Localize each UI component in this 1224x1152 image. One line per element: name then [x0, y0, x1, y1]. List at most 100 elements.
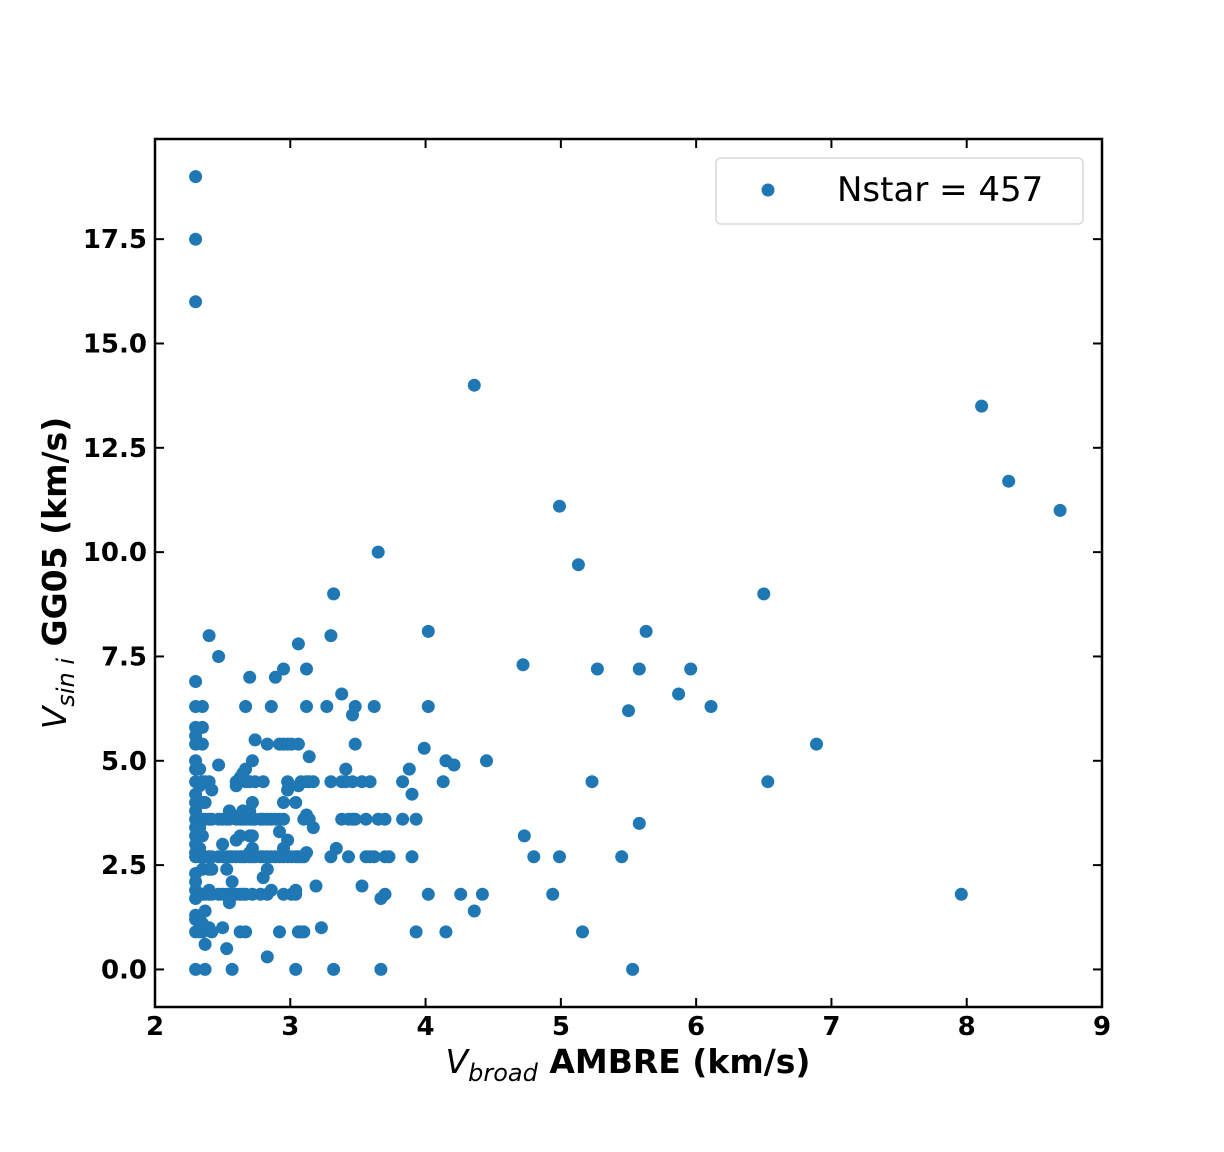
data-point: [396, 775, 410, 789]
data-point: [212, 758, 226, 772]
data-point: [1053, 503, 1067, 517]
data-point: [757, 587, 771, 601]
x-tick-label: 8: [958, 1012, 976, 1042]
data-point: [447, 758, 461, 772]
data-point: [205, 862, 219, 876]
data-point: [260, 737, 274, 751]
data-point: [378, 812, 392, 826]
data-point: [576, 925, 589, 939]
data-point: [439, 925, 453, 939]
y-axis-title: Vsin i GG05 (km/s): [35, 417, 80, 730]
data-point: [467, 904, 481, 918]
data-point: [300, 846, 313, 860]
data-point: [243, 670, 257, 684]
data-point: [632, 816, 646, 830]
data-point: [571, 558, 585, 572]
plot-frame: [153, 137, 1104, 1009]
x-tick-label: 7: [822, 1012, 840, 1042]
data-points: [189, 170, 1067, 976]
y-tick-label: 10.0: [83, 538, 147, 568]
data-point: [421, 700, 435, 713]
data-point: [245, 829, 259, 843]
data-point: [324, 629, 338, 643]
x-tick-label: 2: [146, 1012, 164, 1042]
data-point: [239, 925, 253, 939]
data-point: [320, 700, 334, 713]
data-point: [421, 887, 435, 901]
data-point: [300, 700, 313, 713]
data-point: [363, 775, 377, 789]
data-point: [436, 775, 450, 789]
data-point: [189, 295, 203, 309]
data-point: [198, 796, 212, 809]
x-tick-label: 5: [552, 1012, 570, 1042]
data-point: [396, 812, 410, 826]
data-point: [260, 862, 274, 876]
data-point: [761, 775, 775, 789]
data-point: [189, 170, 203, 184]
data-point: [810, 737, 823, 751]
data-point: [348, 737, 362, 751]
data-point: [454, 887, 468, 901]
data-point: [553, 850, 566, 864]
data-point: [467, 378, 481, 392]
y-tick-label: 17.5: [83, 225, 147, 255]
data-point: [684, 662, 698, 676]
data-point: [402, 762, 416, 776]
data-point: [475, 887, 489, 901]
data-point: [273, 925, 286, 939]
data-point: [264, 883, 278, 897]
legend: Nstar = 457: [715, 157, 1084, 225]
data-point: [590, 662, 604, 676]
data-point: [421, 624, 435, 638]
data-point: [309, 879, 323, 893]
x-tick-labels: 2 3 4 5 6 7 8 9: [146, 1012, 1111, 1042]
data-point: [371, 545, 385, 559]
data-point: [297, 925, 311, 939]
data-point: [195, 829, 209, 843]
data-point: [355, 879, 369, 893]
data-point: [348, 812, 362, 826]
data-point: [195, 737, 209, 751]
y-tick-label: 5.0: [101, 747, 147, 777]
data-point: [281, 783, 295, 797]
data-point: [329, 841, 343, 855]
data-point: [348, 700, 362, 713]
data-point: [626, 962, 640, 976]
data-point: [302, 750, 316, 764]
data-point: [198, 962, 212, 976]
data-point: [273, 825, 286, 839]
data-point: [546, 887, 560, 901]
data-point: [248, 733, 262, 747]
data-point: [189, 232, 203, 246]
x-tick-label: 9: [1093, 1012, 1111, 1042]
data-point: [212, 650, 226, 663]
x-axis-title: Vbroad AMBRE (km/s): [446, 1042, 811, 1087]
data-point: [339, 762, 353, 776]
y-tick-labels: 0.0 2.5 5.0 7.5 10.0 12.5 15.0 17.5: [83, 225, 147, 985]
data-point: [622, 704, 635, 718]
data-point: [632, 662, 646, 676]
data-point: [277, 662, 290, 676]
data-point: [189, 675, 203, 688]
data-point: [704, 700, 718, 713]
data-point: [527, 850, 541, 864]
data-point: [245, 796, 259, 809]
data-point: [346, 775, 359, 789]
data-point: [639, 624, 653, 638]
data-point: [553, 499, 566, 513]
data-point: [300, 662, 313, 676]
data-point: [291, 737, 305, 751]
data-point: [516, 658, 530, 672]
data-point: [289, 962, 303, 976]
data-point: [417, 741, 431, 755]
legend-marker: [761, 183, 775, 197]
data-point: [585, 775, 599, 789]
data-point: [225, 962, 239, 976]
data-point: [239, 700, 253, 713]
data-point: [359, 812, 373, 826]
x-tick-label: 6: [687, 1012, 705, 1042]
data-point: [195, 700, 209, 713]
data-point: [615, 850, 629, 864]
